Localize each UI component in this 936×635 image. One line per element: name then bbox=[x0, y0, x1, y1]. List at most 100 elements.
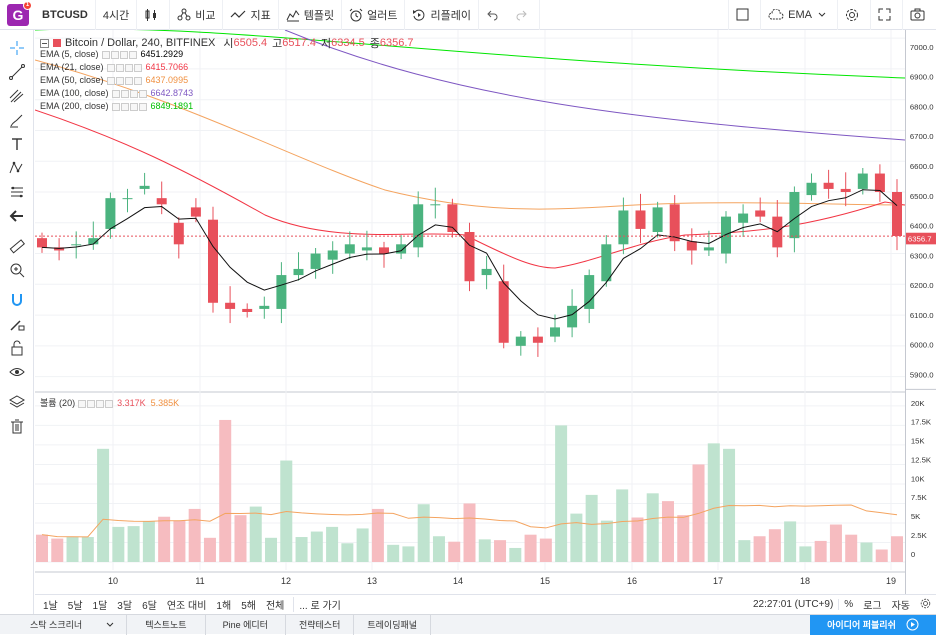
ema-legend-row[interactable]: EMA (5, close) 6451.2929 bbox=[40, 48, 193, 61]
text-tool[interactable] bbox=[0, 132, 34, 156]
zoom-tool[interactable] bbox=[0, 258, 34, 282]
legend-buttons[interactable] bbox=[78, 399, 114, 408]
volume-bar bbox=[203, 537, 216, 562]
clock[interactable]: 22:27:01 (UTC+9) bbox=[748, 599, 840, 610]
chevron-down-icon bbox=[106, 622, 114, 627]
visibility-tool[interactable] bbox=[0, 360, 34, 384]
volume-bar bbox=[371, 508, 384, 562]
brush-tool[interactable] bbox=[0, 108, 34, 132]
percent-toggle[interactable]: % bbox=[844, 599, 854, 610]
price-tick-label: 6500.0 bbox=[910, 192, 934, 201]
axis-settings-button[interactable] bbox=[915, 598, 936, 612]
pattern-icon bbox=[9, 161, 23, 174]
legend-buttons[interactable] bbox=[111, 102, 148, 111]
price-tick-label: 6600.0 bbox=[910, 162, 934, 171]
symbol-search-button[interactable]: BTCUSD bbox=[35, 0, 96, 30]
volume-value: 3.317K bbox=[117, 398, 146, 408]
tab-text-notes[interactable]: 텍스트노트 bbox=[127, 614, 206, 635]
prediction-tool[interactable] bbox=[0, 180, 34, 204]
chart-style-button[interactable] bbox=[137, 0, 171, 30]
volume-bar bbox=[555, 425, 568, 562]
auto-toggle[interactable]: 자동 bbox=[891, 601, 910, 612]
price-axis[interactable]: 7000.0 6900.0 6800.0 6700.0 6600.0 6500.0 6400… bbox=[905, 30, 936, 594]
goto-date-button[interactable]: ... 로 가기 bbox=[293, 597, 346, 612]
tab-strategy-tester[interactable]: 전략테스터 bbox=[286, 614, 355, 635]
interval-button[interactable]: 4시간 bbox=[96, 0, 138, 30]
price-tick-label: 6200.0 bbox=[910, 281, 934, 290]
magnet-tool[interactable] bbox=[0, 288, 34, 312]
log-toggle[interactable]: 로그 bbox=[863, 601, 882, 612]
volume-legend[interactable]: 볼륨 (20) 3.317K 5.385K bbox=[40, 397, 179, 410]
tab-label: Pine 에디터 bbox=[222, 620, 268, 630]
back-arrow-tool[interactable] bbox=[0, 204, 34, 228]
volume-bar bbox=[799, 546, 812, 562]
lock-tool[interactable] bbox=[0, 336, 34, 360]
volume-bar bbox=[127, 526, 140, 562]
pitchfork-tool[interactable] bbox=[0, 84, 34, 108]
range-button[interactable]: 6달 bbox=[142, 601, 157, 612]
legend-buttons[interactable] bbox=[111, 89, 148, 98]
candle-body bbox=[344, 244, 355, 254]
candle-body bbox=[293, 268, 304, 276]
range-button[interactable]: 5해 bbox=[241, 601, 256, 612]
price-tick-label: 6800.0 bbox=[910, 102, 934, 111]
range-button[interactable]: 3달 bbox=[117, 601, 133, 612]
time-tick-label: 19 bbox=[886, 576, 896, 586]
compare-button[interactable]: 비교 bbox=[170, 0, 224, 30]
volume-bar bbox=[631, 517, 644, 562]
volume-bar bbox=[616, 489, 629, 562]
range-button[interactable]: 연조 대비 bbox=[166, 601, 207, 612]
tab-trading-panel[interactable]: 트레이딩패널 bbox=[354, 614, 432, 635]
replay-button[interactable]: 리플레이 bbox=[405, 0, 479, 30]
undo-button[interactable] bbox=[479, 0, 509, 30]
collapse-icon[interactable] bbox=[40, 38, 49, 48]
legend-buttons[interactable] bbox=[106, 63, 143, 72]
pattern-tool[interactable] bbox=[0, 156, 34, 180]
indicators-button[interactable]: 지표 bbox=[223, 0, 279, 30]
range-button[interactable]: 전체 bbox=[265, 601, 285, 612]
trend-line-tool[interactable] bbox=[0, 60, 34, 84]
tab-stock-screener[interactable]: 스탁 스크리너 bbox=[0, 614, 128, 635]
study-templates-button[interactable]: EMA bbox=[761, 0, 838, 30]
stay-drawing-tool[interactable] bbox=[0, 312, 34, 336]
symbol-title: Bitcoin / Dollar, 240, BITFINEX bbox=[65, 37, 216, 49]
candle-body bbox=[721, 216, 731, 254]
tab-label: 스탁 스크리너 bbox=[30, 620, 83, 630]
legend-buttons[interactable] bbox=[101, 50, 138, 59]
crosshair-icon bbox=[10, 41, 24, 55]
range-button[interactable]: 5날 bbox=[67, 601, 83, 612]
ema-legend-row[interactable]: EMA (50, close) 6437.0995 bbox=[40, 74, 193, 87]
redo-button[interactable] bbox=[509, 0, 540, 30]
ema-legend-row[interactable]: EMA (200, close) 6849.1891 bbox=[40, 100, 193, 113]
measure-tool[interactable] bbox=[0, 234, 34, 258]
ema-legend-row[interactable]: EMA (21, close) 6415.7066 bbox=[40, 61, 193, 74]
range-button[interactable]: 1달 bbox=[92, 601, 108, 612]
ema-legend-row[interactable]: EMA (100, close) 6642.8743 bbox=[40, 87, 193, 100]
object-tree-tool[interactable] bbox=[0, 390, 34, 414]
time-tick-label: 14 bbox=[453, 576, 463, 586]
compare-label: 비교 bbox=[195, 9, 216, 22]
tab-pine-editor[interactable]: Pine 에디터 bbox=[206, 614, 286, 635]
crosshair-tool[interactable] bbox=[0, 36, 34, 60]
snapshot-button[interactable] bbox=[903, 0, 936, 30]
templates-button[interactable]: 템플릿 bbox=[279, 0, 343, 30]
close-label: 종 bbox=[369, 38, 380, 50]
publish-idea-button[interactable]: 아이디어 퍼블리쉬 bbox=[810, 614, 936, 635]
legend-buttons[interactable] bbox=[106, 76, 143, 85]
range-button[interactable]: 1해 bbox=[216, 601, 232, 612]
close-value: 6356.7 bbox=[379, 37, 414, 49]
fullscreen-toggle-button[interactable] bbox=[871, 0, 903, 30]
remove-drawings-tool[interactable] bbox=[0, 414, 34, 438]
price-chart[interactable]: 10 11 12 13 14 15 16 17 18 19 bbox=[35, 30, 905, 594]
fullscreen-button[interactable] bbox=[728, 0, 762, 30]
layers-icon bbox=[9, 395, 25, 408]
alerts-button[interactable]: 얼러트 bbox=[342, 0, 406, 30]
volume-tick-label: 12.5K bbox=[911, 455, 932, 464]
price-tick-label: 6700.0 bbox=[910, 132, 934, 141]
ema-value: 6437.0995 bbox=[145, 75, 189, 85]
settings-button[interactable] bbox=[838, 0, 871, 30]
ema-50-line bbox=[35, 59, 905, 210]
notification-badge: 1 bbox=[23, 0, 32, 10]
range-button[interactable]: 1날 bbox=[43, 601, 58, 612]
